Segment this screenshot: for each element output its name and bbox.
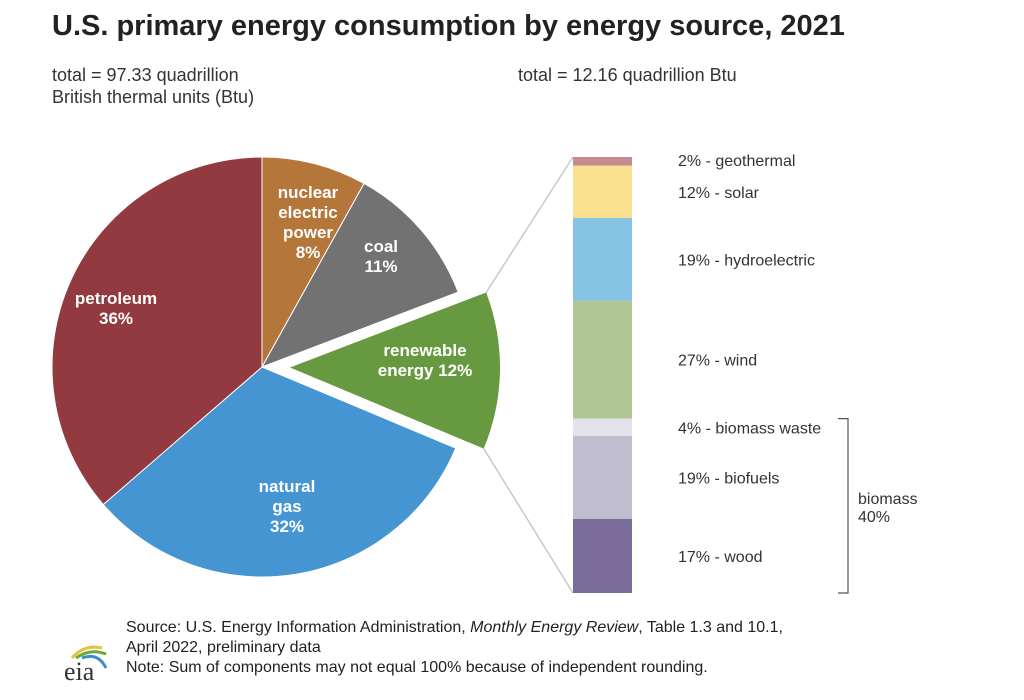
biomass-group-label: biomass 40% [858, 491, 918, 526]
bar-segment-hydroelectric [573, 218, 632, 301]
bar-segment-solar [573, 165, 632, 219]
eia-logo-arcs: eia [64, 645, 108, 686]
biomass-bracket [838, 418, 849, 594]
note: Note: Sum of components may not equal 10… [126, 659, 708, 676]
connector-line-bottom [483, 448, 574, 594]
pie-label-renewable-energy: renewable energy 12% [378, 341, 473, 380]
bar-segment-wind [573, 300, 632, 419]
bar-label-wood: 17% - wood [678, 549, 763, 566]
bar-label-wind: 27% - wind [678, 353, 757, 370]
pie-label-coal: coal 11% [364, 237, 398, 276]
bar-segment-biomass-waste [573, 418, 632, 437]
pie-slice-nuclear-electric-power [261, 156, 365, 369]
bar-label-biomass-waste: 4% - biomass waste [678, 420, 821, 437]
pie-subtitle-line1: total = 97.33 quadrillion [52, 65, 239, 85]
bar-segment-biofuels [573, 436, 632, 519]
pie-label-petroleum: petroleum 36% [75, 289, 157, 328]
bar-label-hydroelectric: 19% - hydroelectric [678, 252, 815, 269]
chart-title: U.S. primary energy consumption by energ… [52, 10, 845, 42]
pie-subtitle: total = 97.33 quadrillion British therma… [52, 64, 254, 108]
bar-label-geothermal: 2% - geothermal [678, 153, 795, 170]
footer: Source: U.S. Energy Information Administ… [126, 618, 783, 678]
bar-subtitle: total = 12.16 quadrillion Btu [518, 65, 737, 85]
svg-text:eia: eia [64, 657, 95, 683]
pie-label-nuclear-electric-power: nuclear electric power 8% [278, 183, 339, 262]
pie-slice-coal [260, 182, 459, 368]
source-title: Monthly Energy Review [470, 619, 639, 636]
pie-label-natural-gas: natural gas 32% [259, 477, 316, 536]
source-suffix: , Table 1.3 and 10.1, [638, 619, 783, 636]
bar-segment-wood [573, 518, 632, 593]
pie-slice-petroleum [51, 156, 263, 506]
bar-segment-geothermal [573, 157, 632, 166]
connector-line-top [485, 156, 574, 293]
pie-slice-renewable-energy [289, 292, 500, 449]
pie-slice-natural-gas [102, 366, 457, 578]
eia-logo: eia [62, 638, 112, 688]
source-line1: Source: U.S. Energy Information Administ… [126, 618, 783, 638]
bar-label-solar: 12% - solar [678, 185, 760, 202]
source-line2: April 2022, preliminary data [126, 639, 321, 656]
bar-label-biofuels: 19% - biofuels [678, 470, 779, 487]
pie-subtitle-line2: British thermal units (Btu) [52, 87, 255, 107]
source-prefix: Source: U.S. Energy Information Administ… [126, 619, 471, 636]
